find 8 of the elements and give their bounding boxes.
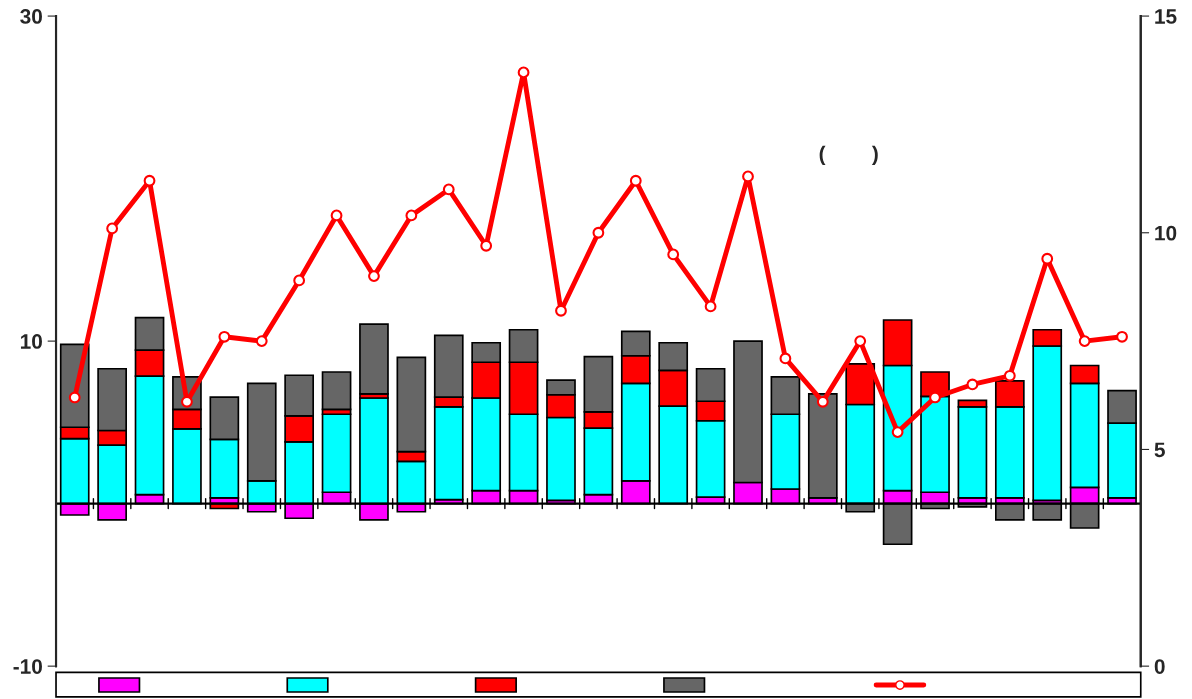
y-tick-label: -10 bbox=[13, 659, 42, 674]
y2-tick-label: 15 bbox=[1155, 9, 1177, 24]
y-tick-label: 30 bbox=[20, 9, 42, 24]
annotation: ( ) bbox=[819, 145, 878, 166]
y-tick-label: 10 bbox=[20, 334, 42, 349]
y2-tick-label: 5 bbox=[1154, 442, 1165, 458]
y2-tick-label: 0 bbox=[1154, 659, 1165, 674]
y2-tick-label: 10 bbox=[1155, 225, 1177, 241]
